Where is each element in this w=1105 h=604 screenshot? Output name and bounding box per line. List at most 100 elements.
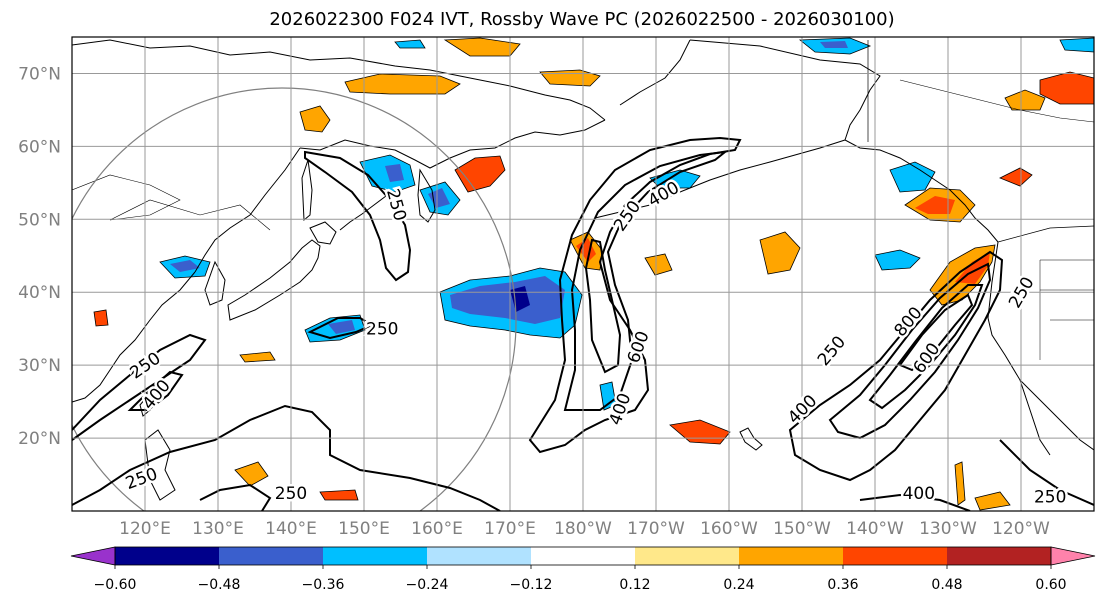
colorbar-tick-label: 0.12 [619, 577, 650, 593]
coastline-taiwan [139, 397, 151, 417]
lon-tick-label: 170°E [484, 519, 536, 539]
ivt-contour-ne-400 [828, 262, 992, 440]
map-area [72, 37, 1094, 511]
contour-label: 600 [621, 326, 656, 368]
ivt-contour-sw-250b [199, 483, 272, 511]
lon-tick-label: 180°W [554, 519, 612, 539]
contour-label-text: 600 [624, 329, 654, 366]
lon-tick-label: 150°W [773, 519, 831, 539]
colorbar-box [219, 547, 324, 565]
lat-tick-label: 70°N [18, 64, 61, 84]
positive-blob-se-2 [974, 491, 1011, 511]
lon-tick-label: 130°E [192, 519, 244, 539]
contour-label-text: 400 [139, 376, 175, 414]
positive-blob-arctic-ne [1039, 71, 1094, 105]
lon-tick-label: 140°E [265, 519, 317, 539]
negative-blob-arctic-tl [394, 39, 426, 49]
positive-blob-sw-3 [319, 489, 359, 501]
colorbar-box [531, 547, 636, 565]
ivt-contour-dateline-250 [528, 136, 742, 454]
negative-blob-east-pac [874, 249, 921, 271]
ivt-contour-japan-250 [307, 317, 375, 340]
colorbar-box [947, 547, 1052, 565]
contour-label-text: 250 [610, 197, 645, 235]
lon-tick-label: 160°E [411, 519, 463, 539]
lon-tick-label: 150°E [338, 519, 390, 539]
positive-blob-kamchatka [454, 155, 506, 193]
colorbar-tick-label: −0.48 [198, 577, 241, 593]
colorbar [70, 546, 1096, 566]
colorbar-tick-label: 0.60 [1035, 577, 1066, 593]
contour-label-text: 250 [814, 332, 850, 370]
positive-blob-arctic-top [443, 37, 521, 57]
ivt-contour-china-400 [127, 370, 184, 411]
lon-tick-label: 140°W [846, 519, 904, 539]
colorbar-outline [114, 546, 1052, 566]
ivt-contour-se-250 [999, 439, 1094, 506]
lon-tick-label: 130°W [919, 519, 977, 539]
lon-tick-label: 160°W [700, 519, 758, 539]
ivt-contour-ne-800 [898, 293, 974, 372]
positive-blob-arctic-ne2 [1004, 89, 1046, 111]
positive-blob-arctic-top2 [539, 69, 601, 87]
negative-blob-arctic-top-core [820, 41, 848, 48]
border-russia-china [109, 199, 271, 231]
negative-blob-central-pacific-mid [450, 276, 565, 324]
coastline-hawaii [739, 427, 763, 451]
positive-blob-se-1 [954, 461, 966, 506]
ivt-contour-dateline-600 [584, 238, 622, 374]
colorbar-tick-label: 0.48 [931, 577, 962, 593]
colorbar-extend-low [70, 546, 116, 566]
border-canada-north [899, 79, 1094, 123]
colorbar-tick-labels: −0.60 −0.48 −0.36 −0.24 −0.12 0.12 0.24 0.36 0.4… [94, 565, 1067, 593]
positive-blob-sw-1 [239, 351, 276, 363]
contour-label-text: 250 [275, 484, 307, 504]
ivt-contour-kamchatka-250 [304, 150, 412, 282]
negative-blob-north-china-mid [170, 260, 200, 272]
lat-tick-label: 40°N [18, 283, 61, 303]
lon-tick-label: 170°W [627, 519, 685, 539]
colorbar-tick-label: −0.24 [406, 577, 449, 593]
coastline-okhotsk-west [194, 147, 301, 273]
lat-tick-label: 30°N [18, 356, 61, 376]
negative-blob-arctic-topright [1059, 37, 1094, 53]
colorbar-box [739, 547, 844, 565]
contour-label: 250 [364, 317, 401, 342]
lat-tick-label: 20°N [18, 429, 61, 449]
ivt-contour-ne-600 [868, 284, 984, 410]
contour-label-text: 250 [366, 320, 398, 340]
chart-title: 2026022300 F024 IVT, Rossby Wave PC (202… [269, 9, 894, 30]
coastline-baja [1019, 379, 1051, 456]
reference-circle [72, 87, 517, 511]
coastline-hokkaido [309, 221, 337, 245]
colorbar-box [843, 547, 948, 565]
positive-blob-ne-pacific-core [955, 252, 990, 284]
negative-blob-hawaii-east [599, 381, 617, 411]
lat-tick-label: 50°N [18, 210, 61, 230]
coastline-china [72, 271, 196, 403]
coastline-aleutians [594, 139, 846, 219]
coastline-kamchatka [417, 168, 436, 223]
contour-label-text: 400 [903, 484, 935, 504]
coastline-asia-arctic [72, 39, 606, 121]
colorbar-box [115, 547, 220, 565]
negative-blob-gulf [889, 161, 936, 193]
contour-label: 250 [1031, 485, 1068, 510]
ivt-contours [72, 136, 1094, 511]
lon-tick-label: 120°W [992, 519, 1050, 539]
coastline-kuril [339, 195, 387, 231]
lat-tick-label: 60°N [18, 137, 61, 157]
coastline-japan-honshu [227, 239, 321, 321]
colorbar-box [427, 547, 532, 565]
contour-label: 400 [900, 481, 937, 506]
colorbar-tick-label: −0.60 [94, 577, 137, 593]
positive-blob-east-coast [999, 167, 1033, 187]
positive-blob-bering-north [344, 73, 461, 95]
ivt-contour-china-250 [72, 333, 207, 441]
positive-blob-mid-east [644, 253, 673, 276]
coastline-sakhalin [301, 159, 313, 222]
contour-label: 400 [136, 374, 177, 417]
colorbar-tick-label: 0.36 [827, 577, 858, 593]
contour-label: 250 [811, 330, 852, 373]
